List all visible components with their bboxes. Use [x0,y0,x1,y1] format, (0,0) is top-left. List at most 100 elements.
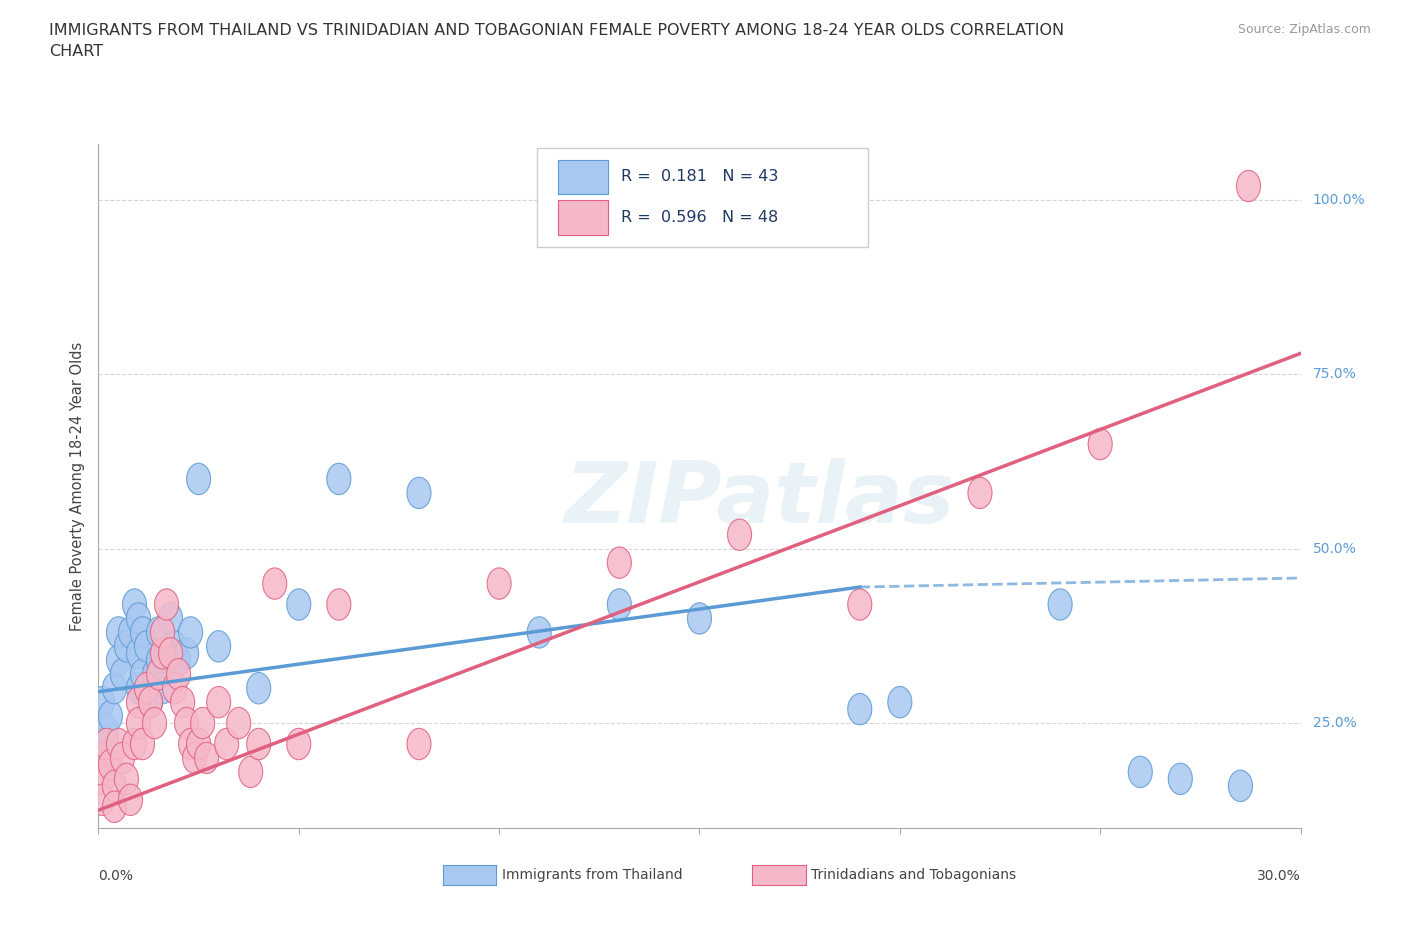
Ellipse shape [1088,429,1112,459]
Ellipse shape [107,728,131,760]
Text: ZIPatlas: ZIPatlas [564,458,955,541]
Ellipse shape [90,728,114,760]
Ellipse shape [122,728,146,760]
Ellipse shape [226,708,250,738]
Text: 100.0%: 100.0% [1313,193,1365,207]
Ellipse shape [111,658,135,690]
Ellipse shape [1047,589,1073,620]
Ellipse shape [246,728,271,760]
Ellipse shape [170,686,194,718]
Ellipse shape [187,463,211,495]
Ellipse shape [191,708,215,738]
FancyBboxPatch shape [537,148,868,246]
Ellipse shape [155,589,179,620]
Ellipse shape [127,708,150,738]
Ellipse shape [967,477,993,509]
Text: 25.0%: 25.0% [1313,716,1357,730]
Ellipse shape [406,728,432,760]
Ellipse shape [166,644,191,676]
Ellipse shape [159,603,183,634]
Ellipse shape [114,631,139,662]
Bar [558,160,609,194]
Ellipse shape [114,764,139,794]
Ellipse shape [127,672,150,704]
Ellipse shape [98,700,122,732]
Ellipse shape [688,603,711,634]
Ellipse shape [179,617,202,648]
Ellipse shape [122,589,146,620]
Ellipse shape [111,742,135,774]
Ellipse shape [94,714,118,746]
Ellipse shape [163,631,187,662]
Ellipse shape [215,728,239,760]
Ellipse shape [142,708,166,738]
Text: R =  0.181   N = 43: R = 0.181 N = 43 [621,169,779,184]
Ellipse shape [90,764,114,794]
Text: 0.0%: 0.0% [98,869,134,883]
Ellipse shape [90,686,114,718]
Ellipse shape [155,638,179,669]
Ellipse shape [146,658,170,690]
Ellipse shape [166,658,191,690]
Ellipse shape [527,617,551,648]
Ellipse shape [103,791,127,822]
Ellipse shape [90,742,114,774]
Ellipse shape [727,519,752,551]
Ellipse shape [103,770,127,802]
Ellipse shape [90,784,114,816]
Ellipse shape [131,658,155,690]
Y-axis label: Female Poverty Among 18-24 Year Olds: Female Poverty Among 18-24 Year Olds [70,341,86,631]
Ellipse shape [135,631,159,662]
Ellipse shape [239,756,263,788]
Ellipse shape [150,672,174,704]
Text: CHART: CHART [49,44,103,59]
Ellipse shape [174,708,198,738]
Ellipse shape [1128,756,1153,788]
Ellipse shape [187,728,211,760]
Ellipse shape [127,603,150,634]
Ellipse shape [135,672,159,704]
Ellipse shape [131,728,155,760]
Ellipse shape [194,742,219,774]
Text: Immigrants from Thailand: Immigrants from Thailand [502,868,682,883]
Ellipse shape [150,617,174,648]
Ellipse shape [1236,170,1261,202]
Ellipse shape [607,547,631,578]
Text: 50.0%: 50.0% [1313,541,1357,556]
Ellipse shape [107,617,131,648]
Text: Trinidadians and Tobagonians: Trinidadians and Tobagonians [811,868,1017,883]
Ellipse shape [139,686,163,718]
Ellipse shape [174,638,198,669]
Ellipse shape [246,672,271,704]
Ellipse shape [848,589,872,620]
Text: IMMIGRANTS FROM THAILAND VS TRINIDADIAN AND TOBAGONIAN FEMALE POVERTY AMONG 18-2: IMMIGRANTS FROM THAILAND VS TRINIDADIAN … [49,23,1064,38]
Ellipse shape [263,568,287,599]
Ellipse shape [848,694,872,724]
Ellipse shape [1229,770,1253,802]
Ellipse shape [207,686,231,718]
Ellipse shape [607,589,631,620]
Ellipse shape [127,686,150,718]
Bar [558,200,609,234]
Ellipse shape [146,617,170,648]
Ellipse shape [98,750,122,780]
Text: R =  0.596   N = 48: R = 0.596 N = 48 [621,210,779,225]
Ellipse shape [159,638,183,669]
Ellipse shape [107,644,131,676]
Ellipse shape [139,686,163,718]
Ellipse shape [207,631,231,662]
Ellipse shape [326,463,352,495]
Ellipse shape [103,672,127,704]
Ellipse shape [887,686,912,718]
Ellipse shape [142,658,166,690]
Ellipse shape [183,742,207,774]
Ellipse shape [163,672,187,704]
Ellipse shape [287,728,311,760]
Ellipse shape [118,784,142,816]
Ellipse shape [131,617,155,648]
Ellipse shape [179,728,202,760]
Ellipse shape [287,589,311,620]
Ellipse shape [326,589,352,620]
Ellipse shape [118,617,142,648]
Ellipse shape [94,728,118,760]
